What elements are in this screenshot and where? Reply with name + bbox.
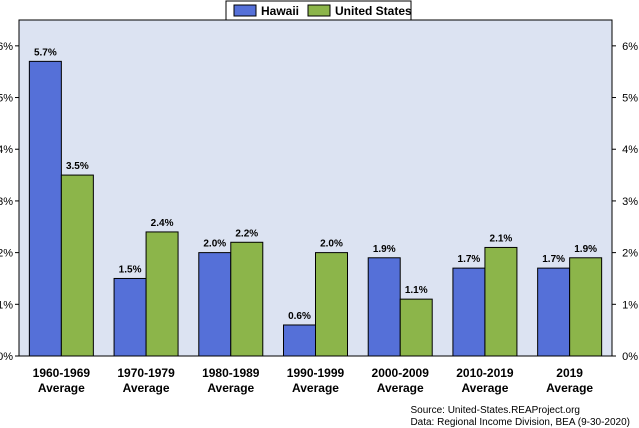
bar-hawaii xyxy=(198,252,232,357)
bar-hawaii xyxy=(367,257,401,357)
data-label: 2.1% xyxy=(490,233,513,244)
data-label: 2.0% xyxy=(203,239,226,250)
bar-united-states xyxy=(569,257,603,357)
category-labels-group: 1960-1969Average1970-1979Average1980-198… xyxy=(33,366,594,395)
legend-label: United States xyxy=(335,4,412,18)
data-label: 1.7% xyxy=(542,254,565,265)
y-tick-label-right: 6% xyxy=(622,41,638,53)
category-label: 1970-1979 xyxy=(117,366,175,380)
category-label: Average xyxy=(207,381,254,395)
y-tick-label-left: 1% xyxy=(0,299,13,311)
y-tick-label-right: 3% xyxy=(622,196,638,208)
category-label: 1990-1999 xyxy=(287,366,345,380)
bar-united-states xyxy=(230,241,264,357)
data-label: 2.4% xyxy=(151,218,174,229)
y-tick-label-left: 4% xyxy=(0,144,13,156)
bar-united-states xyxy=(484,246,518,357)
category-label: Average xyxy=(292,381,339,395)
bar-hawaii xyxy=(283,324,316,357)
data-label: 0.6% xyxy=(288,311,311,322)
bar-hawaii xyxy=(452,267,486,357)
y-tick-label-right: 5% xyxy=(622,93,638,105)
axes-group: 0% 0% 1% 1% 2% 2% 3% 3% 4% 4% 5% 5% 6% 6% xyxy=(0,41,638,363)
bar-hawaii xyxy=(28,60,62,357)
y-tick-label-left: 5% xyxy=(0,93,13,105)
data-label: 1.7% xyxy=(458,254,481,265)
data-label: 2.0% xyxy=(320,239,343,250)
category-label: 2000-2009 xyxy=(372,366,430,380)
legend-swatch-united-states xyxy=(307,4,331,17)
data-label: 5.7% xyxy=(34,47,57,58)
bar-united-states xyxy=(60,174,94,357)
data-label: 1.1% xyxy=(405,285,428,296)
legend-swatch-hawaii xyxy=(233,4,257,17)
category-label: 1980-1989 xyxy=(202,366,260,380)
category-label: Average xyxy=(546,381,593,395)
category-label: Average xyxy=(38,381,85,395)
legend-label: Hawaii xyxy=(261,4,299,18)
category-label: Average xyxy=(461,381,508,395)
y-tick-label-left: 6% xyxy=(0,41,13,53)
category-label: 2010-2019 xyxy=(456,366,514,380)
data-label: 3.5% xyxy=(66,161,89,172)
y-tick-label-right: 0% xyxy=(622,351,638,363)
category-label: Average xyxy=(377,381,424,395)
data-label: 1.9% xyxy=(373,244,396,255)
y-tick-label-right: 2% xyxy=(622,248,638,260)
bar-hawaii xyxy=(537,267,571,357)
category-label: Average xyxy=(123,381,170,395)
y-tick-label-left: 0% xyxy=(0,351,13,363)
source-line-1: Source: United-States.REAProject.org xyxy=(410,405,580,416)
legend: Hawaii United States xyxy=(225,0,412,21)
data-label: 2.2% xyxy=(235,228,258,239)
source-line-2: Data: Regional Income Division, BEA (9-3… xyxy=(410,417,630,428)
data-label: 1.9% xyxy=(574,244,597,255)
bar-hawaii xyxy=(113,277,147,357)
y-tick-label-left: 2% xyxy=(0,248,13,260)
y-tick-label-left: 3% xyxy=(0,196,13,208)
bars-group: 5.7% 3.5% 1.5% 2.4% 2.0% 2.2% 0.6% 2.0% 1.9% 1.1%… xyxy=(28,47,603,357)
y-tick-label-right: 1% xyxy=(622,299,638,311)
bar-united-states xyxy=(145,231,179,357)
bar-united-states xyxy=(315,252,348,357)
y-tick-label-right: 4% xyxy=(622,144,638,156)
data-label: 1.5% xyxy=(119,264,142,275)
category-label: 1960-1969 xyxy=(33,366,91,380)
category-label: 2019 xyxy=(556,366,583,380)
bar-united-states xyxy=(399,298,433,357)
